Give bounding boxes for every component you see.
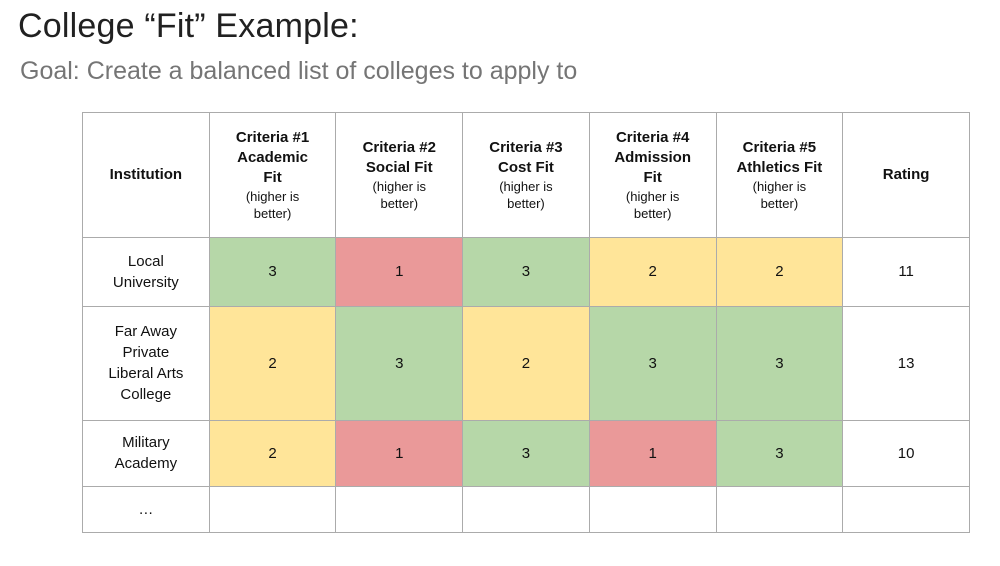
score-cell: 3 — [208, 236, 337, 307]
page-subtitle: Goal: Create a balanced list of colleges… — [20, 56, 578, 85]
column-title: Criteria #2 Social Fit — [362, 138, 436, 177]
column-title: Criteria #1 Academic Fit — [235, 128, 310, 187]
score-cell: 3 — [462, 236, 590, 307]
header-cell: Criteria #1 Academic Fit (higher is bette… — [208, 111, 337, 238]
score-cell: 2 — [208, 305, 337, 421]
column-note: (higher is better) — [752, 179, 807, 211]
institution-cell: … — [82, 485, 210, 533]
score-cell: 2 — [588, 236, 717, 307]
score-cell: 2 — [208, 419, 337, 487]
score-cell: 1 — [335, 236, 464, 307]
header-cell: Rating — [842, 111, 970, 238]
table-row: … — [82, 485, 970, 533]
score-cell: 2 — [462, 305, 590, 421]
table-row: Far Away Private Liberal Arts College 2 3 2… — [82, 305, 970, 421]
rating-cell — [842, 485, 970, 533]
institution-cell: Military Academy — [82, 419, 210, 487]
institution-cell: Far Away Private Liberal Arts College — [82, 305, 210, 421]
score-cell: 3 — [462, 419, 590, 487]
college-fit-table: Institution Criteria #1 Academic Fit (high… — [82, 111, 970, 533]
page-title: College “Fit” Example: — [18, 7, 359, 45]
table-row: Local University 3 1 3 2 2 11 — [82, 236, 970, 307]
header-cell: Criteria #3 Cost Fit (higher is better) — [462, 111, 590, 238]
score-cell: 3 — [715, 419, 844, 487]
institution-cell: Local University — [82, 236, 210, 307]
header-cell: Institution — [82, 111, 210, 238]
column-title: Institution — [109, 165, 183, 183]
table-row: Military Academy 2 1 3 1 3 10 — [82, 419, 970, 487]
rating-cell: 11 — [842, 236, 970, 307]
score-cell — [462, 485, 590, 533]
score-cell — [208, 485, 337, 533]
column-title: Criteria #5 Athletics Fit — [736, 138, 823, 177]
column-note: (higher is better) — [372, 179, 426, 211]
header-cell: Criteria #4 Admission Fit (higher is bett… — [588, 111, 717, 238]
column-title: Criteria #3 Cost Fit — [489, 138, 563, 177]
score-cell: 3 — [335, 305, 464, 421]
score-cell — [335, 485, 464, 533]
column-title: Rating — [882, 165, 930, 183]
score-cell — [588, 485, 717, 533]
score-cell: 3 — [588, 305, 717, 421]
score-cell: 2 — [715, 236, 844, 307]
column-note: (higher is better) — [625, 189, 680, 221]
score-cell — [715, 485, 844, 533]
header-row: Institution Criteria #1 Academic Fit (high… — [82, 111, 970, 238]
column-note: (higher is better) — [245, 189, 300, 221]
score-cell: 1 — [335, 419, 464, 487]
header-cell: Criteria #2 Social Fit (higher is better) — [335, 111, 464, 238]
rating-cell: 13 — [842, 305, 970, 421]
score-cell: 1 — [588, 419, 717, 487]
score-cell: 3 — [715, 305, 844, 421]
rating-cell: 10 — [842, 419, 970, 487]
header-cell: Criteria #5 Athletics Fit (higher is bett… — [715, 111, 844, 238]
column-note: (higher is better) — [499, 179, 553, 211]
slide: College “Fit” Example: Goal: Create a ba… — [0, 6, 1000, 566]
column-title: Criteria #4 Admission Fit — [614, 128, 691, 187]
